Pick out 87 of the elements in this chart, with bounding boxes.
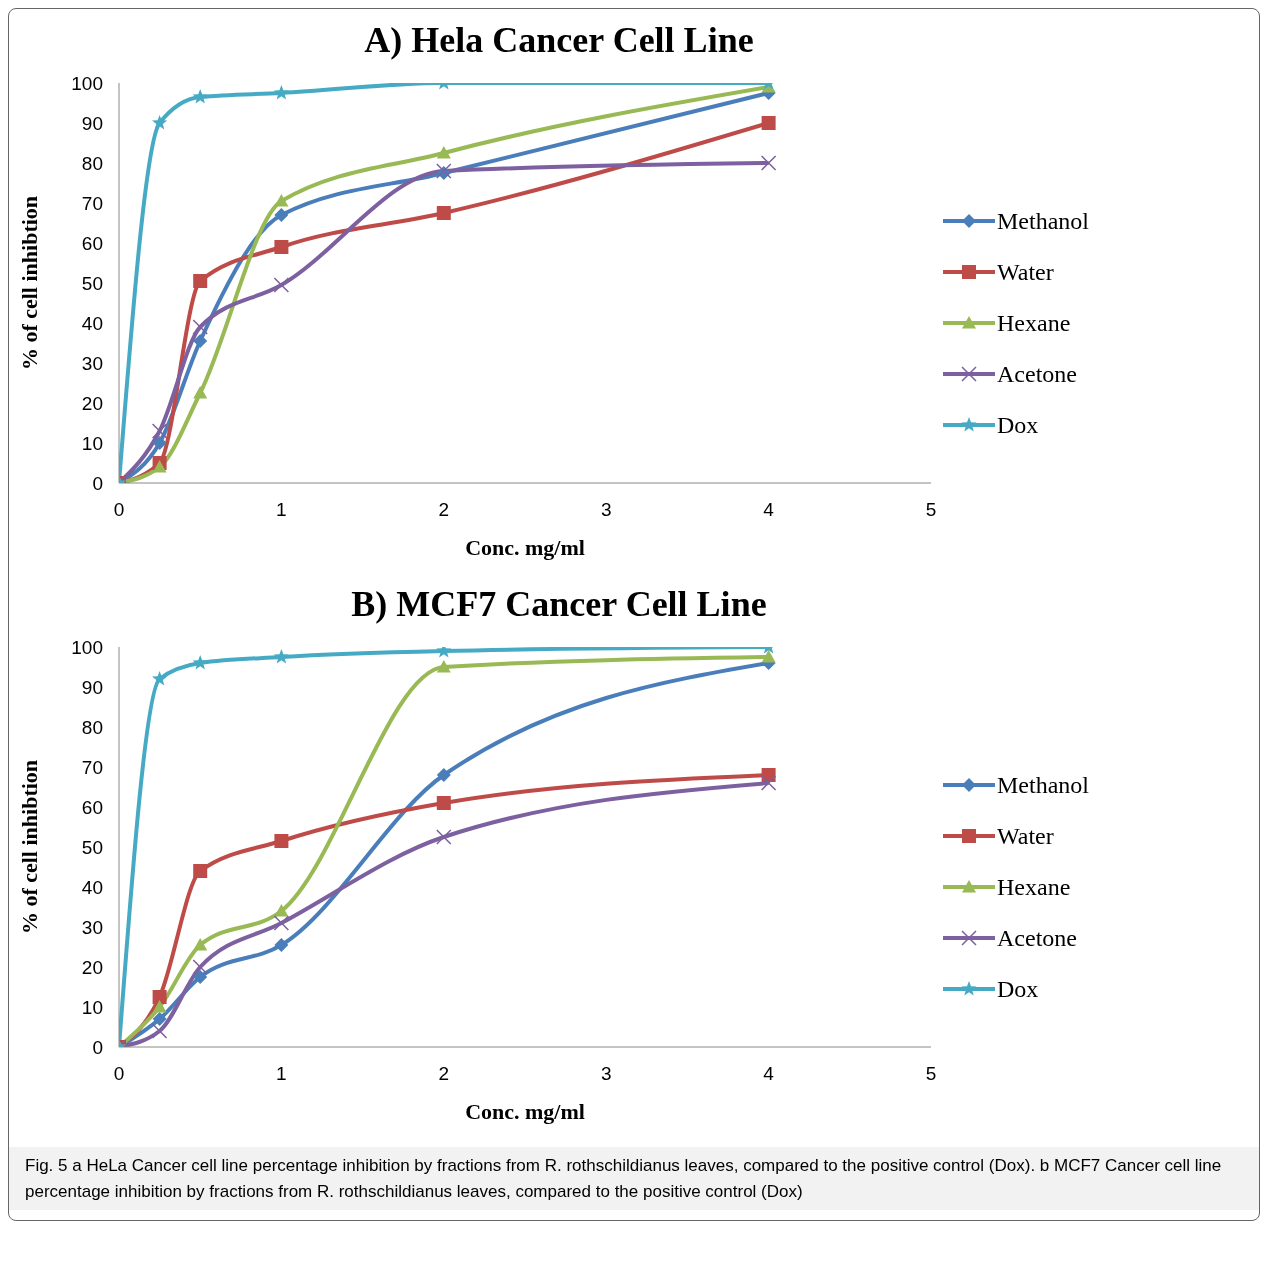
point xyxy=(761,116,776,130)
legend-label: Water xyxy=(997,822,1054,850)
y-tick-label: 0 xyxy=(92,1036,103,1058)
y-tick-label: 70 xyxy=(81,192,103,214)
y-tick-label: 90 xyxy=(81,676,103,698)
x-axis-title: Conc. mg/ml xyxy=(465,535,585,560)
point xyxy=(274,240,289,254)
y-tick-label: 50 xyxy=(81,836,103,858)
y-tick-label: 40 xyxy=(81,312,103,334)
point xyxy=(193,864,208,878)
legend-label: Hexane xyxy=(997,873,1071,901)
point xyxy=(152,1012,167,1026)
x-tick-label: 0 xyxy=(113,499,125,521)
point xyxy=(151,115,168,130)
point xyxy=(436,660,451,673)
x-tick-label: 0 xyxy=(113,1063,125,1085)
chart-title: A) Hela Cancer Cell Line xyxy=(363,19,755,62)
y-tick-label: 90 xyxy=(81,112,103,134)
legend-label: Dox xyxy=(997,975,1039,1003)
point xyxy=(192,655,208,670)
x-tick-label: 1 xyxy=(276,1063,287,1085)
point xyxy=(273,277,290,293)
point xyxy=(436,768,451,782)
point xyxy=(193,938,208,951)
point xyxy=(274,904,289,917)
y-tick-label: 10 xyxy=(81,432,103,454)
point xyxy=(192,89,208,104)
y-tick-label: 10 xyxy=(81,996,103,1018)
x-tick-label: 5 xyxy=(925,499,937,521)
point xyxy=(436,829,452,845)
chart-title: B) MCF7 Cancer Cell Line xyxy=(350,583,768,626)
point xyxy=(436,206,451,220)
point xyxy=(152,990,167,1004)
x-tick-label: 1 xyxy=(276,499,287,521)
y-tick-label: 100 xyxy=(71,72,103,94)
x-tick-label: 3 xyxy=(600,1063,612,1085)
point xyxy=(273,649,290,664)
x-tick-label: 2 xyxy=(438,499,450,521)
legend-label: Hexane xyxy=(997,309,1071,337)
y-tick-label: 80 xyxy=(81,152,103,174)
x-tick-label: 4 xyxy=(763,499,775,521)
point xyxy=(193,970,208,984)
legend-label: Methanol xyxy=(997,207,1089,235)
point xyxy=(151,423,168,439)
point xyxy=(760,775,777,791)
y-tick-label: 0 xyxy=(92,472,103,494)
legend-label: Dox xyxy=(997,411,1039,439)
point xyxy=(760,155,777,171)
y-axis-title: % of cell inhibtion xyxy=(16,195,42,371)
point xyxy=(274,208,289,222)
legend-label: Water xyxy=(997,258,1054,286)
legend-label: Methanol xyxy=(997,771,1089,799)
y-tick-label: 70 xyxy=(81,756,103,778)
y-tick-label: 20 xyxy=(81,956,103,978)
caption: Fig. 5 a HeLa Cancer cell line percentage inhibition by fractions from R. rothschildianus leaves, compared to the positive control (Dox). b MCF7 Cancer cell line percentage inhibition by fractions from R. rothschildianus leaves, compared to the positive control (Dox) xyxy=(9,1147,1259,1210)
point xyxy=(193,334,208,348)
point xyxy=(761,650,776,663)
x-axis-title: Conc. mg/ml xyxy=(465,1099,585,1124)
x-tick-label: 3 xyxy=(600,499,612,521)
point xyxy=(436,796,451,810)
x-tick-label: 5 xyxy=(925,1063,937,1085)
point xyxy=(274,834,289,848)
point xyxy=(152,1000,167,1013)
y-tick-label: 40 xyxy=(81,876,103,898)
point xyxy=(193,386,208,399)
y-tick-label: 60 xyxy=(81,232,103,254)
legend-label: Acetone xyxy=(997,924,1077,952)
x-tick-label: 4 xyxy=(763,1063,775,1085)
point xyxy=(274,938,289,952)
y-tick-label: 60 xyxy=(81,796,103,818)
legend-label: Acetone xyxy=(997,360,1077,388)
x-tick-label: 2 xyxy=(438,1063,450,1085)
point xyxy=(273,915,290,931)
y-tick-label: 30 xyxy=(81,916,103,938)
point xyxy=(274,194,289,207)
point xyxy=(152,460,167,473)
point xyxy=(436,146,451,159)
y-tick-label: 100 xyxy=(71,636,103,658)
y-axis-title: % of cell inhibtion xyxy=(16,759,42,935)
y-tick-label: 20 xyxy=(81,392,103,414)
y-tick-label: 80 xyxy=(81,716,103,738)
y-tick-label: 30 xyxy=(81,352,103,374)
point xyxy=(151,671,168,686)
point xyxy=(152,436,167,450)
point xyxy=(273,85,290,100)
point xyxy=(193,274,208,288)
y-tick-label: 50 xyxy=(81,272,103,294)
